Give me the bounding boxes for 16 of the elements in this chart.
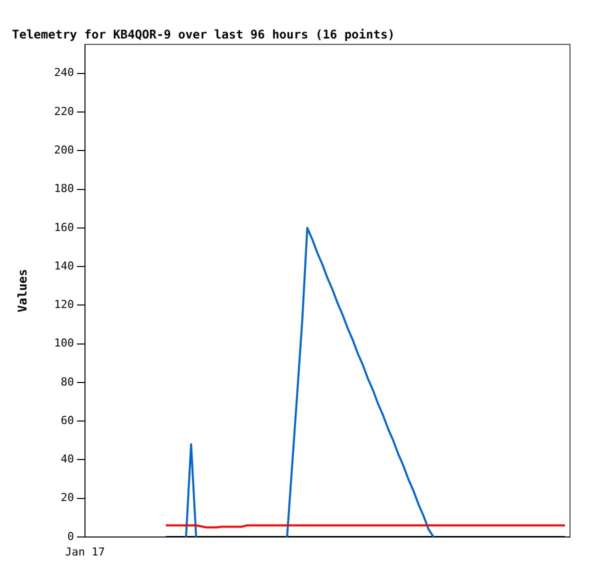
y-tick-label: 80 — [60, 375, 74, 388]
y-tick-label: 140 — [54, 259, 74, 272]
y-axis-title: Values — [15, 269, 30, 312]
chart-title: Telemetry for KB4QOR-9 over last 96 hours (16 points) — [12, 27, 395, 42]
y-tick-label: 60 — [60, 414, 74, 427]
y-tick-label: 240 — [54, 66, 74, 80]
y-tick-label: 40 — [60, 452, 74, 466]
y-tick-label: 200 — [54, 144, 74, 157]
y-tick-label: 100 — [54, 336, 74, 350]
text: Jan 17 — [65, 545, 105, 558]
y-tick-label: 20 — [60, 491, 74, 504]
y-tick-label: 160 — [54, 220, 74, 234]
y-tick-label: 180 — [54, 182, 74, 196]
y-tick-label: 220 — [54, 104, 74, 118]
y-tick-label: 120 — [54, 298, 74, 312]
y-tick-label: 0 — [67, 530, 74, 543]
